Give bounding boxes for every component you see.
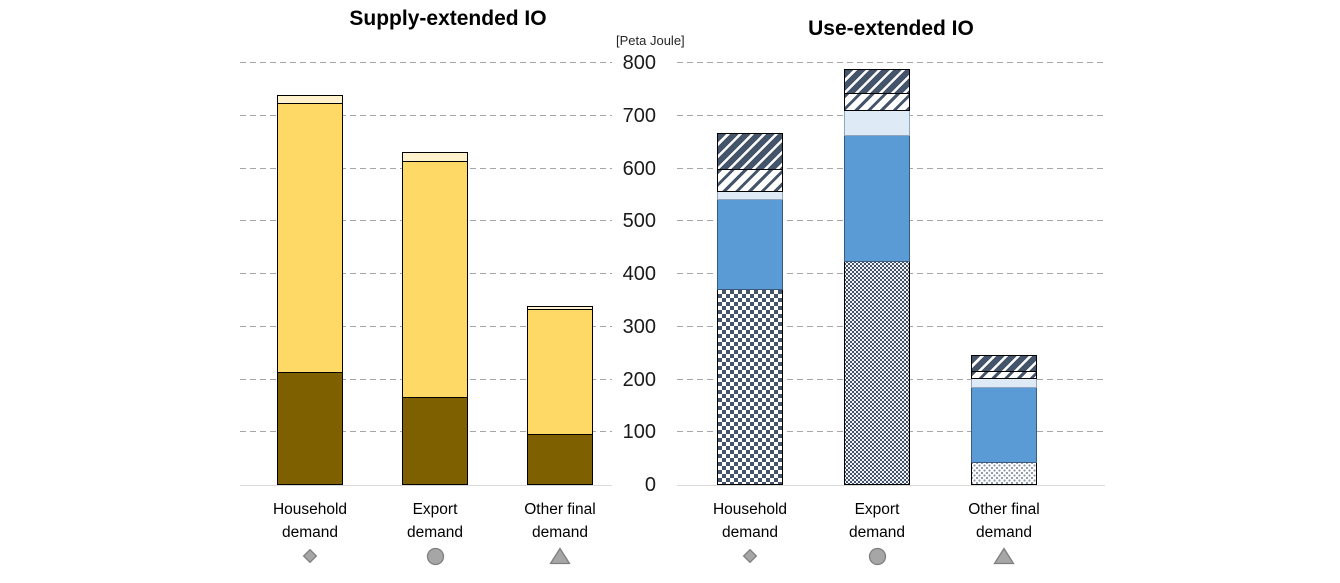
supply-chart-title: Supply-extended IO — [349, 7, 547, 30]
category-label-line2: demand — [848, 523, 905, 541]
y-axis-unit-label: [Peta Joule] — [616, 33, 685, 48]
bar-segment-dark-diagonal — [844, 68, 910, 95]
bar-segment-light-diagonal — [971, 370, 1037, 380]
bar-segment-pale-blue — [717, 190, 783, 201]
stacked-bar — [717, 40, 783, 485]
category-label: Household demand — [235, 499, 385, 566]
bar-segment-pale-blue — [844, 109, 910, 137]
supply-chart-plot-area — [240, 40, 612, 486]
bar-segment-solid-yellow — [527, 309, 593, 435]
stacked-bar — [527, 40, 593, 485]
bar-segment-solid-yellow — [277, 102, 343, 373]
bar-segment-solid-blue — [717, 199, 783, 290]
category-label-line1: Export — [412, 501, 458, 518]
category-label-line2: demand — [406, 523, 463, 541]
category-label-line2: demand — [531, 523, 588, 541]
bar-segment-solid-cream — [277, 94, 343, 104]
bar-segment-light-diagonal — [844, 93, 910, 111]
bar-segment-pale-blue — [971, 378, 1037, 388]
bar-segment-solid-brown — [402, 397, 468, 485]
y-axis-tick-label: 200 — [622, 368, 656, 391]
category-label-line1: Household — [712, 501, 788, 518]
bar-segment-solid-brown — [527, 433, 593, 485]
diamond-marker-icon — [739, 547, 761, 566]
bar-segment-solid-cream — [402, 151, 468, 162]
y-axis-tick-label: 700 — [622, 104, 656, 127]
y-axis-tick-label: 500 — [622, 210, 656, 233]
category-label-line1: Household — [272, 501, 348, 518]
category-label-line1: Export — [854, 501, 900, 518]
bar-segment-diamond-check — [717, 288, 783, 485]
y-axis-tick-label: 400 — [622, 263, 656, 285]
bar-segment-solid-cream — [527, 305, 593, 311]
category-label: Other final demand — [929, 499, 1079, 566]
bar-segment-solid-blue — [971, 386, 1037, 464]
category-label: Other final demand — [485, 499, 635, 566]
y-axis-tick-labels: 800 700 600 500 400 300 200 100 0 — [594, 40, 656, 495]
diamond-marker-icon — [299, 547, 321, 566]
stacked-bar — [844, 40, 910, 485]
category-label: Export demand — [802, 499, 952, 566]
category-label-line1: Other final — [968, 501, 1040, 518]
y-axis-tick-label: 300 — [622, 315, 656, 338]
circle-marker-icon — [866, 547, 888, 566]
gridline — [240, 114, 612, 116]
category-label: Export demand — [360, 499, 510, 566]
stacked-bar — [971, 40, 1037, 485]
gridline — [240, 62, 612, 63]
bar-segment-solid-blue — [844, 135, 910, 263]
category-label-line2: demand — [281, 523, 338, 541]
category-label-line2: demand — [975, 523, 1032, 541]
y-axis-tick-label: 100 — [622, 421, 656, 444]
stacked-bar — [277, 40, 343, 485]
circle-marker-icon — [424, 547, 446, 566]
triangle-marker-icon — [993, 547, 1015, 566]
y-axis-tick-label: 600 — [622, 157, 656, 180]
category-label: Household demand — [675, 499, 825, 566]
category-label-line1: Other final — [524, 501, 596, 518]
use-chart-title: Use-extended IO — [808, 17, 974, 40]
bar-segment-dot-navy — [844, 261, 910, 485]
bar-segment-light-diagonal — [717, 168, 783, 192]
gridline — [677, 62, 1105, 63]
stacked-bar — [402, 40, 468, 485]
bar-segment-solid-yellow — [402, 160, 468, 399]
bar-segment-dark-diagonal — [717, 132, 783, 170]
bar-segment-dot-light — [971, 462, 1037, 485]
bar-segment-solid-brown — [277, 371, 343, 485]
y-axis-tick-label: 800 — [622, 52, 656, 74]
y-axis-tick-label: 0 — [644, 474, 656, 496]
bar-segment-dark-diagonal — [971, 355, 1037, 372]
category-label-line2: demand — [721, 523, 778, 541]
triangle-marker-icon — [549, 547, 571, 566]
use-chart-plot-area — [677, 40, 1105, 486]
